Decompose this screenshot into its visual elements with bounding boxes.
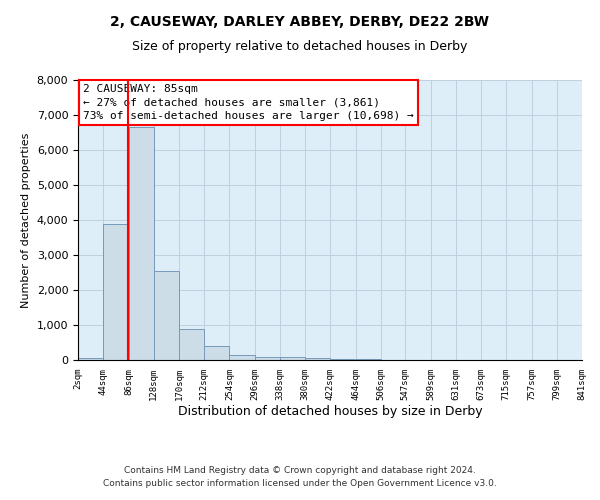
Bar [204, 346, 229, 360]
Bar [280, 358, 305, 360]
Bar [179, 328, 204, 360]
Y-axis label: Number of detached properties: Number of detached properties [21, 132, 31, 308]
Text: Contains HM Land Registry data © Crown copyright and database right 2024.
Contai: Contains HM Land Registry data © Crown c… [103, 466, 497, 487]
X-axis label: Distribution of detached houses by size in Derby: Distribution of detached houses by size … [178, 406, 482, 418]
Bar [229, 355, 254, 360]
Text: Size of property relative to detached houses in Derby: Size of property relative to detached ho… [133, 40, 467, 53]
Bar [305, 358, 330, 360]
Bar [255, 356, 280, 360]
Bar [154, 271, 179, 360]
Text: 2, CAUSEWAY, DARLEY ABBEY, DERBY, DE22 2BW: 2, CAUSEWAY, DARLEY ABBEY, DERBY, DE22 2… [110, 15, 490, 29]
Text: 2 CAUSEWAY: 85sqm
← 27% of detached houses are smaller (3,861)
73% of semi-detac: 2 CAUSEWAY: 85sqm ← 27% of detached hous… [83, 84, 414, 120]
Bar [128, 127, 154, 360]
Bar [103, 224, 128, 360]
Bar [331, 359, 355, 360]
Bar [78, 358, 103, 360]
